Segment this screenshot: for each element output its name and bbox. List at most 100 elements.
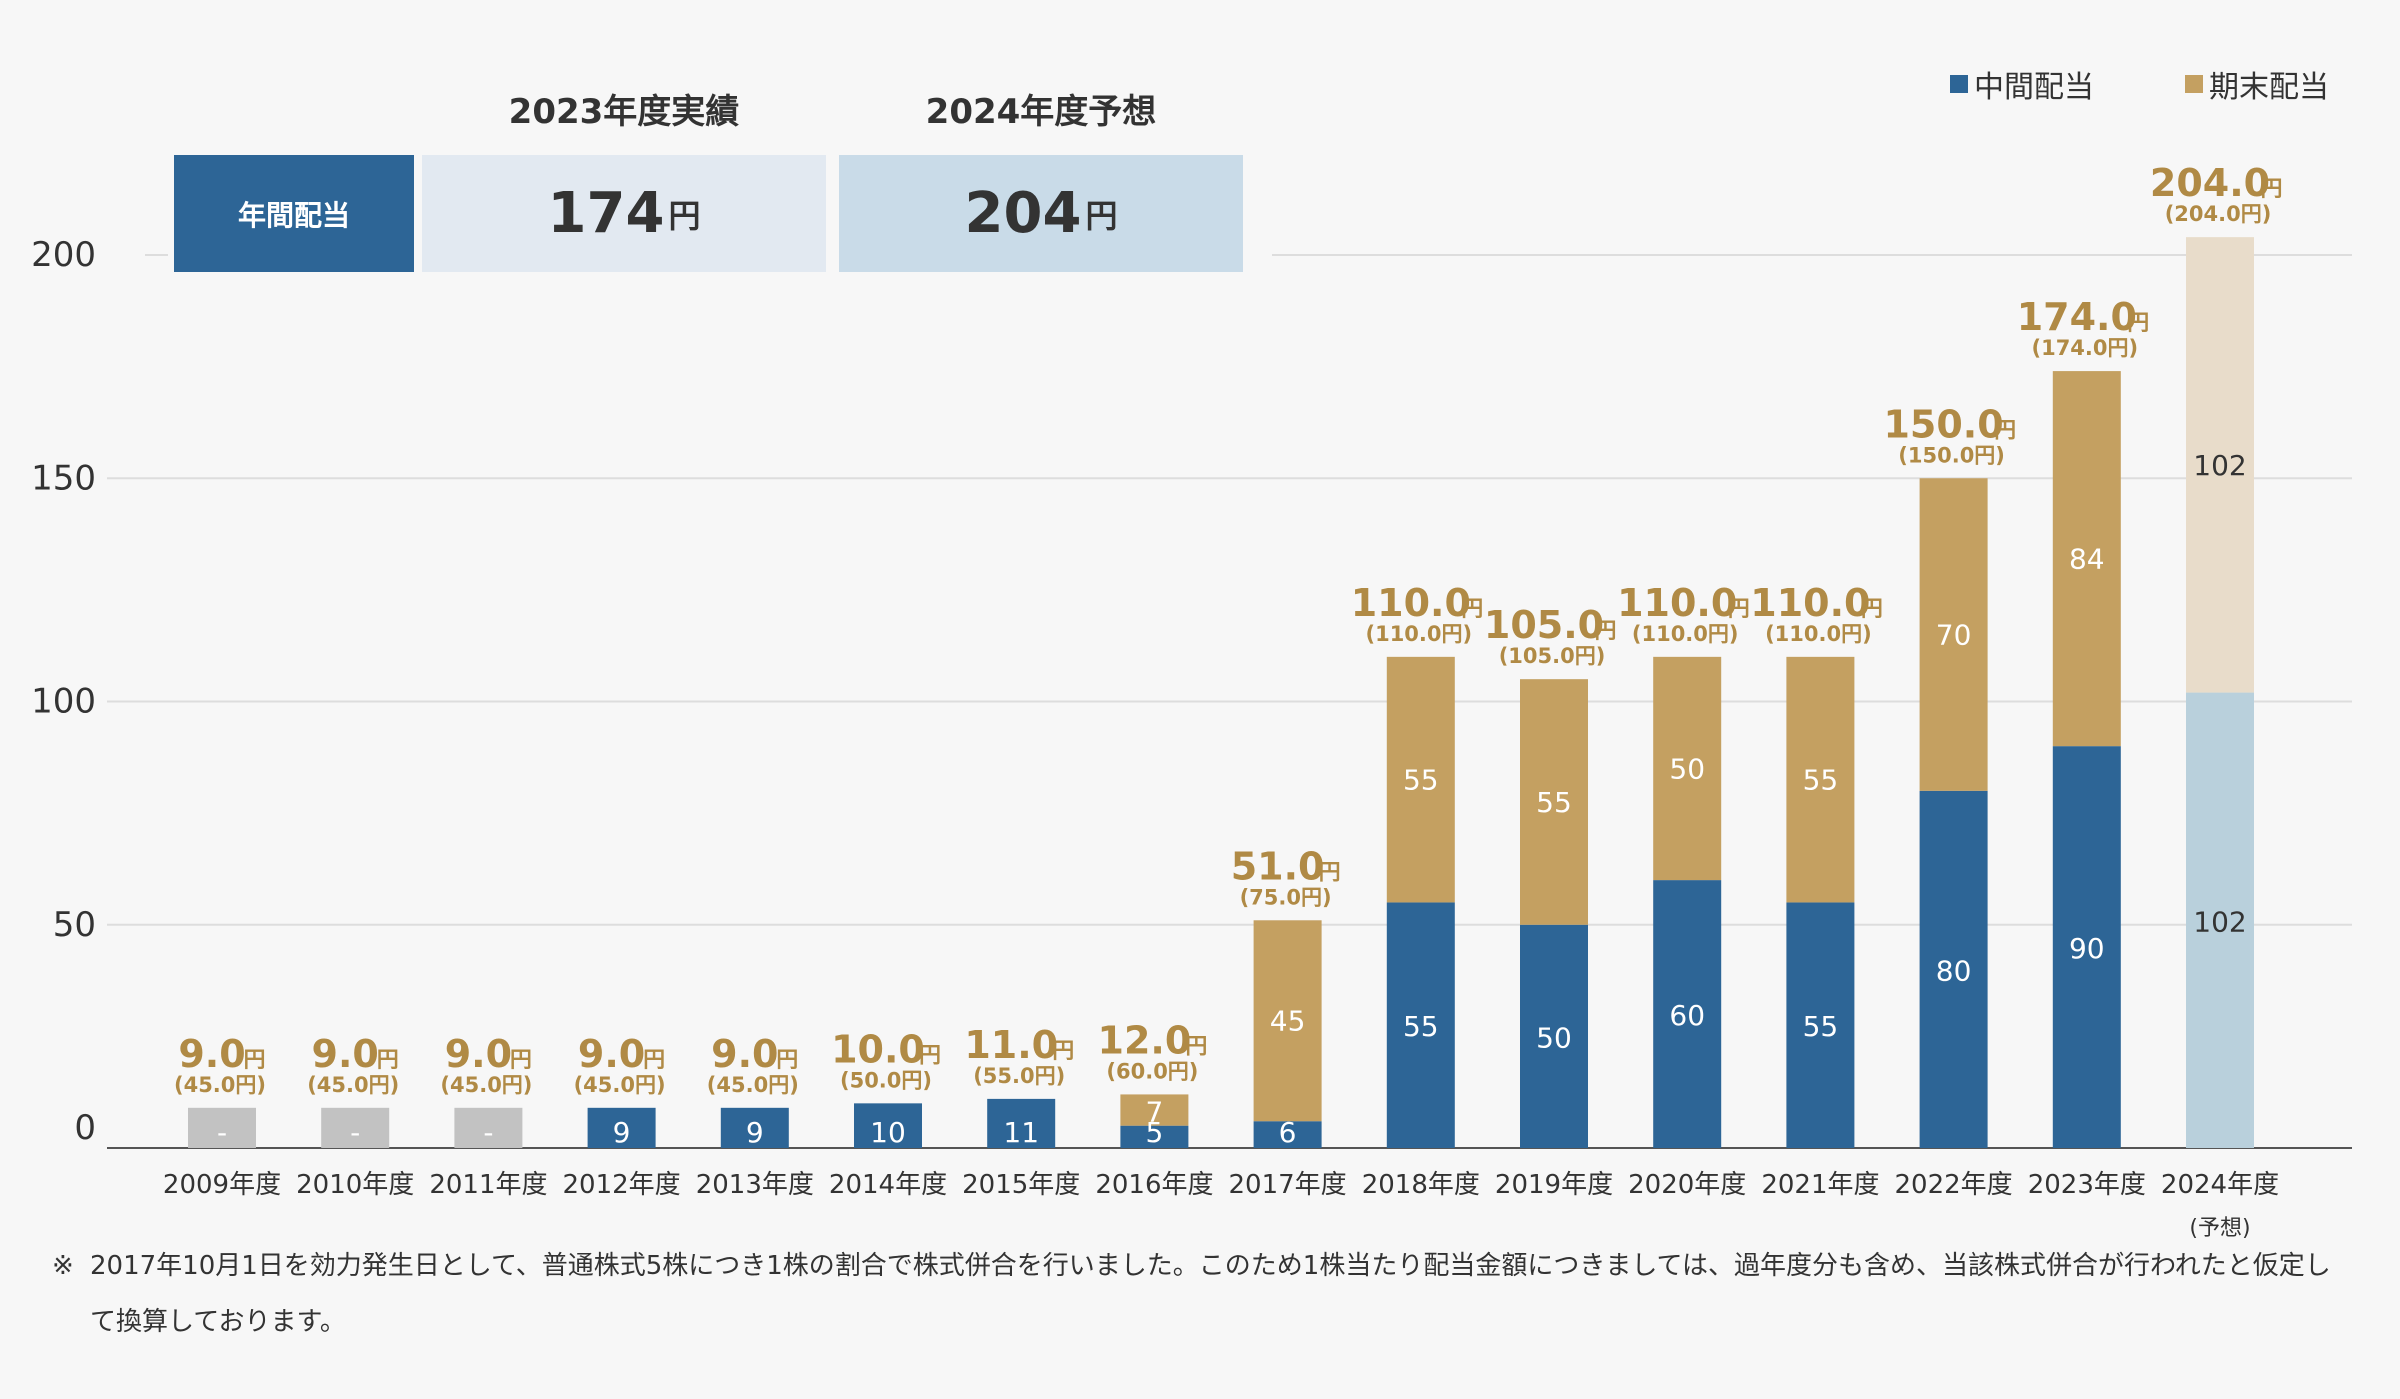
x-tick-label: 2021年度 [1761,1170,1879,1200]
bar-interim-label: 9 [746,1116,764,1149]
kpi-actual-box: 174 円 [422,155,826,272]
bar-total-unit: 円 [377,1048,399,1073]
bar-interim-label: - [483,1116,493,1149]
bar-final [1520,679,1588,925]
legend-interim: 中間配当 [1950,62,2094,106]
bar-premerge-label: (45.0円) [707,1073,799,1097]
bar-premerge-label: (105.0円) [1499,644,1606,668]
kpi-actual-header: 2023年度実績 [508,92,740,132]
kpi-actual-unit: 円 [668,196,701,235]
y-tick-label: 50 [53,905,96,945]
x-tick-label: 2015年度 [962,1170,1080,1200]
bar-premerge-label: (45.0円) [307,1073,399,1097]
legend-interim-swatch [1950,75,1968,93]
bar-premerge-label: (204.0円) [2165,202,2272,226]
bar-interim [188,1107,256,1148]
bar-interim-label: 9 [613,1116,631,1149]
bar-premerge-label: (45.0円) [174,1073,266,1097]
bar-interim [454,1107,523,1148]
bar-final [1653,656,1722,881]
bar-interim-label: 90 [2069,932,2105,965]
kpi-forecast-box: 204 円 [839,155,1243,272]
bar-premerge-label: (55.0円) [973,1064,1065,1088]
kpi-label-text: 年間配当 [237,198,350,232]
bar-interim [2186,692,2254,1148]
bar-interim [987,1098,1056,1148]
bar-total-unit: 円 [643,1048,665,1073]
bar-interim [1919,790,1988,1148]
kpi-forecast-header: 2024年度予想 [925,92,1157,132]
bar-final-label: 70 [1936,619,1972,652]
bar-final [1919,478,1988,791]
bar-interim-label: 6 [1279,1116,1297,1149]
kpi-actual-value: 174 [547,181,665,246]
x-tick-label: 2010年度 [296,1170,414,1200]
x-tick-label: 2009年度 [163,1170,281,1200]
bar-premerge-label: (174.0円) [2031,336,2138,360]
x-tick-label: 2013年度 [696,1170,814,1200]
bar-interim [587,1107,656,1148]
bar-total-unit: 円 [1861,597,1883,622]
bar-final-label: 55 [1803,764,1839,797]
footnote-text: 2017年10月1日を効力発生日として、普通株式5株につき1株の割合で株式併合を… [90,1251,2331,1337]
bar-interim-label: 80 [1936,954,1972,987]
legend-final-swatch [2185,75,2203,93]
x-tick-label: 2023年度 [2028,1170,2146,1200]
x-tick-label: 2014年度 [829,1170,947,1200]
bar-final-label: 55 [1403,764,1439,797]
bar-total-unit: 円 [1594,619,1616,644]
x-tick-sublabel: (予想) [2189,1216,2250,1241]
x-tick-label: 2011年度 [429,1170,547,1200]
y-tick-label: 0 [74,1108,96,1148]
footnote-mark: ※ [52,1251,74,1281]
legend-final-label: 期末配当 [2209,70,2329,105]
bar-interim-label: 50 [1536,1021,1572,1054]
bar-final [1386,656,1455,903]
bar-total-unit: 円 [1319,860,1341,885]
bar-interim [1653,880,1722,1148]
bar-interim-label: 60 [1669,999,1705,1032]
bar-final-label: 50 [1669,752,1705,785]
bar-total-unit: 円 [1994,418,2016,443]
footnote: ※ 2017年10月1日を効力発生日として、普通株式5株につき1株の割合で株式併… [52,1238,2352,1350]
bar-total-unit: 円 [919,1043,941,1068]
bar-total-label: 204.0 [2150,161,2270,205]
bar-interim [720,1107,789,1148]
bar-total-label: 9.0 [711,1032,778,1076]
y-tick-label: 100 [31,682,96,722]
bar-total-label: 9.0 [578,1032,645,1076]
bar-premerge-label: (60.0円) [1106,1059,1198,1083]
bar-premerge-label: (150.0円) [1898,443,2005,467]
x-tick-label: 2012年度 [563,1170,681,1200]
x-tick-label: 2019年度 [1495,1170,1613,1200]
bar-interim-label: 5 [1145,1116,1163,1149]
bar-final-label: 55 [1536,786,1572,819]
legend-interim-label: 中間配当 [1974,70,2094,105]
bar-total-label: 10.0 [831,1027,925,1071]
bar-final [1786,656,1855,903]
bar-total-unit: 円 [243,1048,265,1073]
x-tick-label: 2017年度 [1229,1170,1347,1200]
bar-total-unit: 円 [2127,311,2149,336]
bar-final-label: 84 [2069,543,2105,576]
x-tick-label: 2016年度 [1095,1170,1213,1200]
bar-total-label: 51.0 [1231,844,1325,888]
x-tick-label: 2024年度 [2161,1170,2279,1200]
bar-interim [1786,902,1855,1148]
legend-final: 期末配当 [2185,62,2329,106]
bar-interim-label: 55 [1403,1010,1439,1043]
bar-total-label: 110.0 [1617,581,1737,625]
bar-interim [1386,902,1455,1148]
bar-interim-label: 102 [2193,905,2246,938]
bar-total-label: 9.0 [445,1032,512,1076]
bar-interim-label: - [350,1116,360,1149]
bar-final [2052,371,2121,747]
y-tick-label: 150 [31,458,96,498]
bar-final-label: 7 [1145,1096,1163,1129]
bar-total-unit: 円 [1461,597,1483,622]
bar-final-label: 102 [2193,449,2246,482]
bar-premerge-label: (50.0円) [840,1068,932,1092]
bar-total-label: 9.0 [312,1032,379,1076]
bar-total-label: 11.0 [964,1023,1058,1067]
